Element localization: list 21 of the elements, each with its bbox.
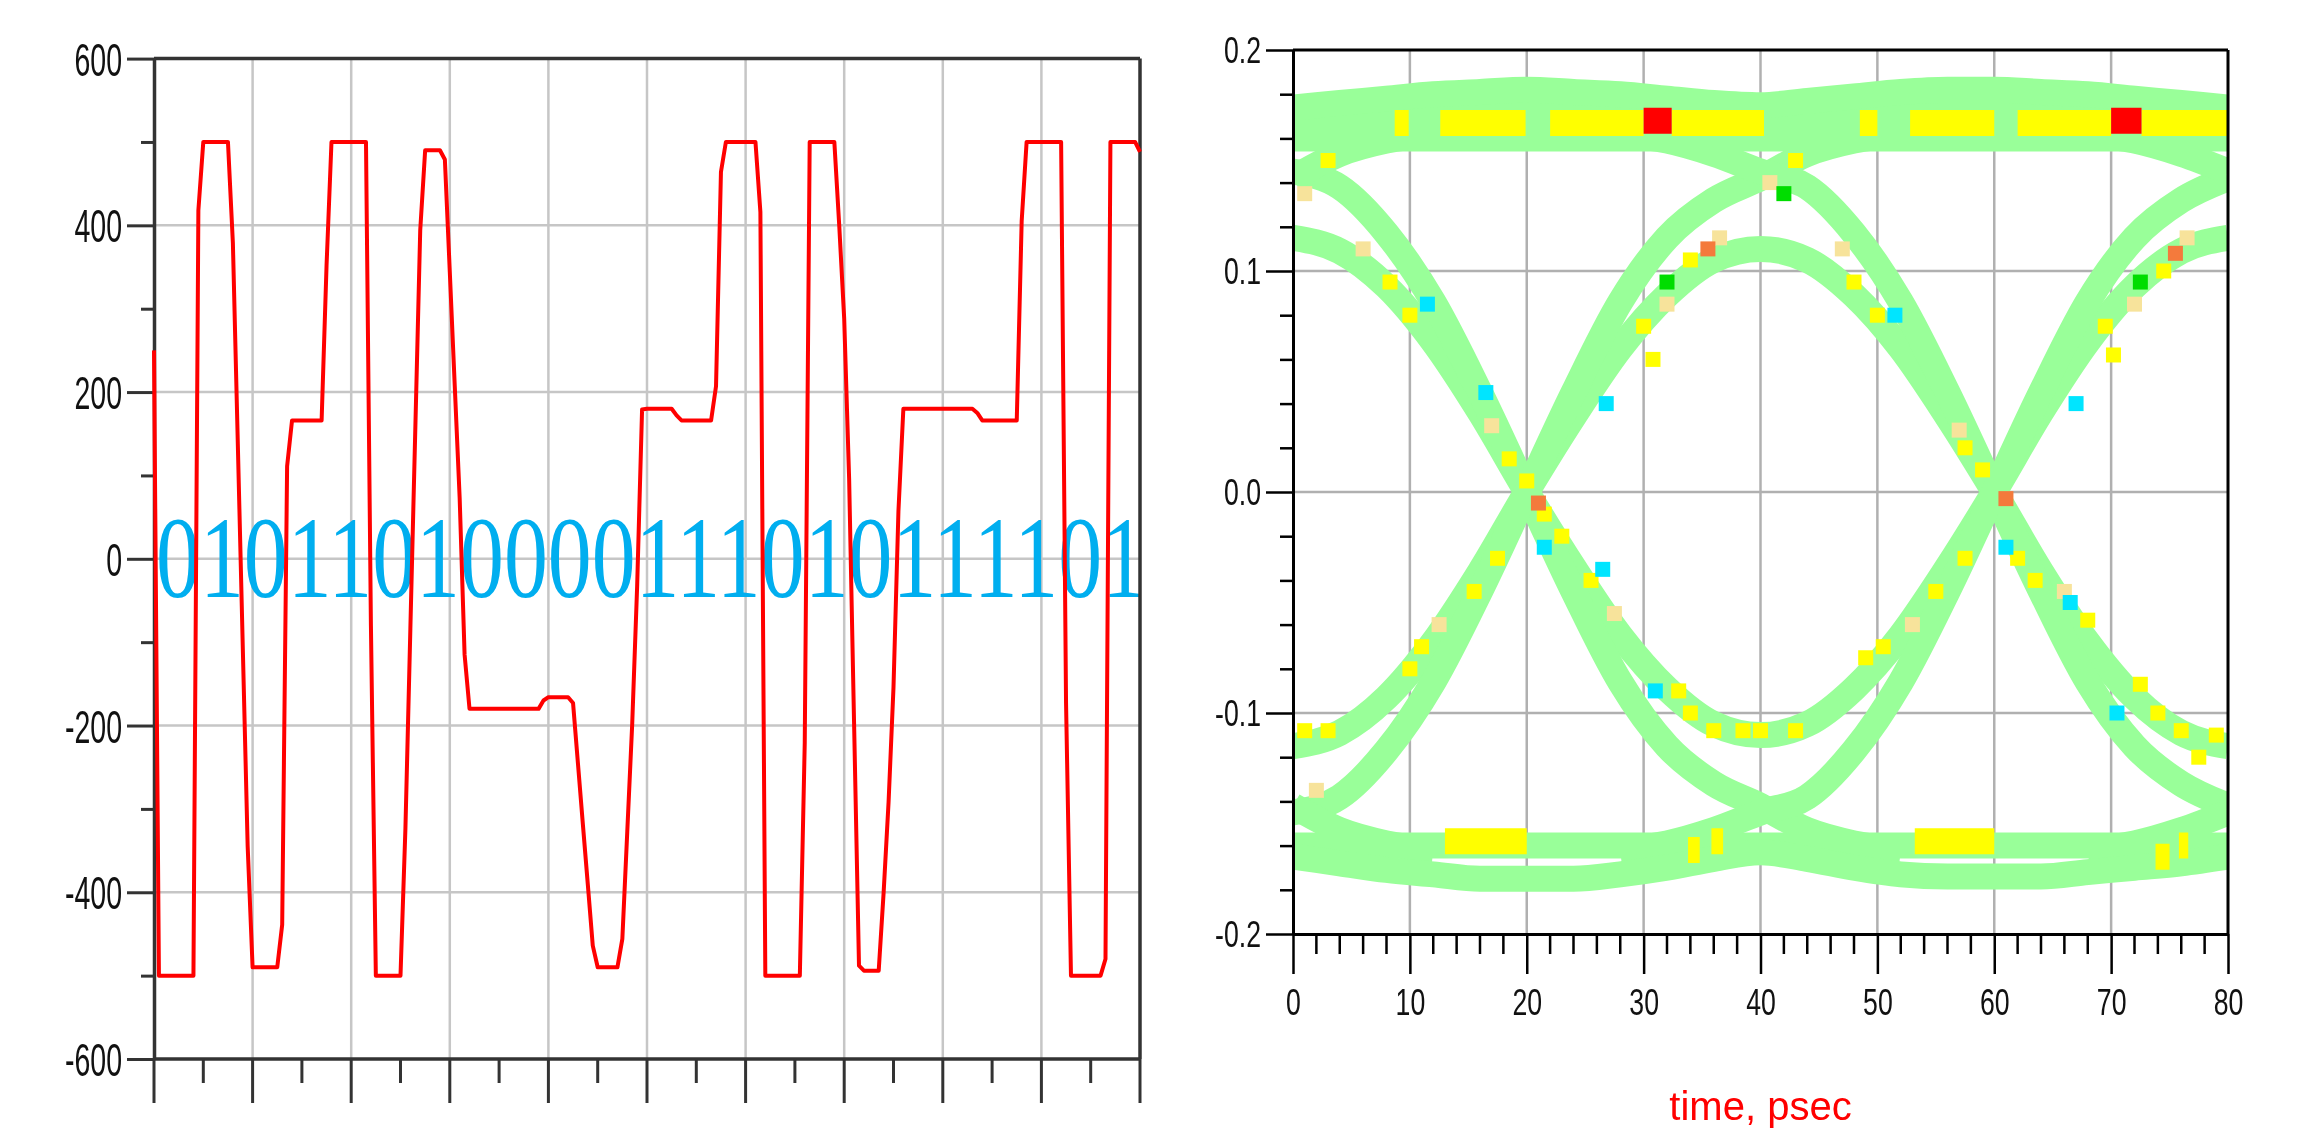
y-tick-label: 0 xyxy=(106,533,132,586)
x-tick-label: 10 xyxy=(1395,982,1436,1023)
y-tick-label: -200 xyxy=(64,700,157,753)
x-axis-title: time, psec xyxy=(1669,1084,1852,1128)
x-tick-label: 20 xyxy=(1512,982,1553,1023)
y-tick-label: -0.1 xyxy=(1215,693,1278,735)
y-tick-label: -400 xyxy=(64,867,157,920)
y-tick-label: -0.2 xyxy=(1215,914,1278,956)
y-tick-label: 0.2 xyxy=(1223,30,1275,72)
x-tick-label: 30 xyxy=(1629,982,1670,1023)
x-tick-label: 60 xyxy=(1979,982,2020,1023)
y-tick-label: 400 xyxy=(74,200,152,253)
x-tick-label: 0 xyxy=(1286,982,1307,1023)
x-tick-label: 80 xyxy=(2213,982,2254,1023)
x-tick-label: 70 xyxy=(2096,982,2137,1023)
y-tick-label: 0.1 xyxy=(1223,251,1275,293)
y-tick-label: 200 xyxy=(74,367,152,420)
y-tick-label: 600 xyxy=(74,33,152,86)
x-tick-label: 40 xyxy=(1746,982,1787,1023)
x-tick-label: 50 xyxy=(1863,982,1904,1023)
y-tick-label: -600 xyxy=(64,1034,157,1087)
